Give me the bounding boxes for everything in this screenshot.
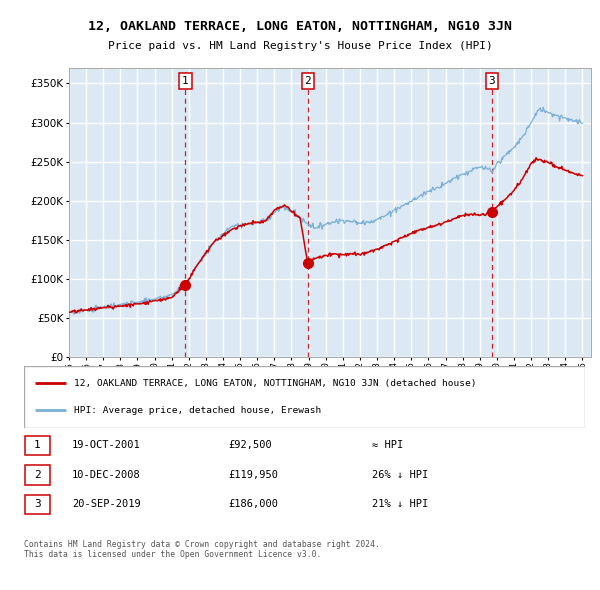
Text: £186,000: £186,000 xyxy=(228,500,278,509)
Text: ≈ HPI: ≈ HPI xyxy=(372,441,403,450)
Text: 21% ↓ HPI: 21% ↓ HPI xyxy=(372,500,428,509)
Text: £119,950: £119,950 xyxy=(228,470,278,480)
Text: 1: 1 xyxy=(34,441,41,450)
Text: 19-OCT-2001: 19-OCT-2001 xyxy=(72,441,141,450)
Text: 2: 2 xyxy=(304,76,311,86)
Text: 10-DEC-2008: 10-DEC-2008 xyxy=(72,470,141,480)
Text: HPI: Average price, detached house, Erewash: HPI: Average price, detached house, Erew… xyxy=(74,406,322,415)
Text: 20-SEP-2019: 20-SEP-2019 xyxy=(72,500,141,509)
Text: 2: 2 xyxy=(34,470,41,480)
Text: 26% ↓ HPI: 26% ↓ HPI xyxy=(372,470,428,480)
FancyBboxPatch shape xyxy=(25,495,50,514)
Text: 1: 1 xyxy=(182,76,189,86)
FancyBboxPatch shape xyxy=(24,366,585,428)
FancyBboxPatch shape xyxy=(25,466,50,484)
Text: Price paid vs. HM Land Registry's House Price Index (HPI): Price paid vs. HM Land Registry's House … xyxy=(107,41,493,51)
Text: 12, OAKLAND TERRACE, LONG EATON, NOTTINGHAM, NG10 3JN (detached house): 12, OAKLAND TERRACE, LONG EATON, NOTTING… xyxy=(74,379,477,388)
FancyBboxPatch shape xyxy=(25,436,50,455)
Text: 3: 3 xyxy=(34,500,41,509)
Text: Contains HM Land Registry data © Crown copyright and database right 2024.
This d: Contains HM Land Registry data © Crown c… xyxy=(24,540,380,559)
Text: 3: 3 xyxy=(489,76,496,86)
Text: 12, OAKLAND TERRACE, LONG EATON, NOTTINGHAM, NG10 3JN: 12, OAKLAND TERRACE, LONG EATON, NOTTING… xyxy=(88,20,512,33)
Text: £92,500: £92,500 xyxy=(228,441,272,450)
